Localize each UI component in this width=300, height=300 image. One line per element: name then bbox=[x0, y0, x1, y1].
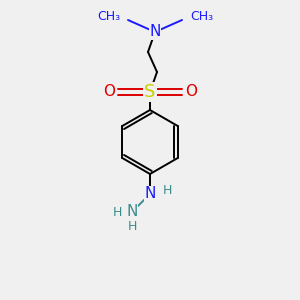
Text: S: S bbox=[144, 83, 156, 101]
Text: O: O bbox=[103, 85, 115, 100]
Text: N: N bbox=[149, 25, 161, 40]
Text: H: H bbox=[127, 220, 137, 232]
Text: H: H bbox=[112, 206, 122, 218]
Text: H: H bbox=[162, 184, 172, 196]
Text: CH₃: CH₃ bbox=[190, 11, 213, 23]
Text: N: N bbox=[144, 187, 156, 202]
Text: O: O bbox=[185, 85, 197, 100]
Text: CH₃: CH₃ bbox=[97, 11, 120, 23]
Text: N: N bbox=[126, 205, 138, 220]
